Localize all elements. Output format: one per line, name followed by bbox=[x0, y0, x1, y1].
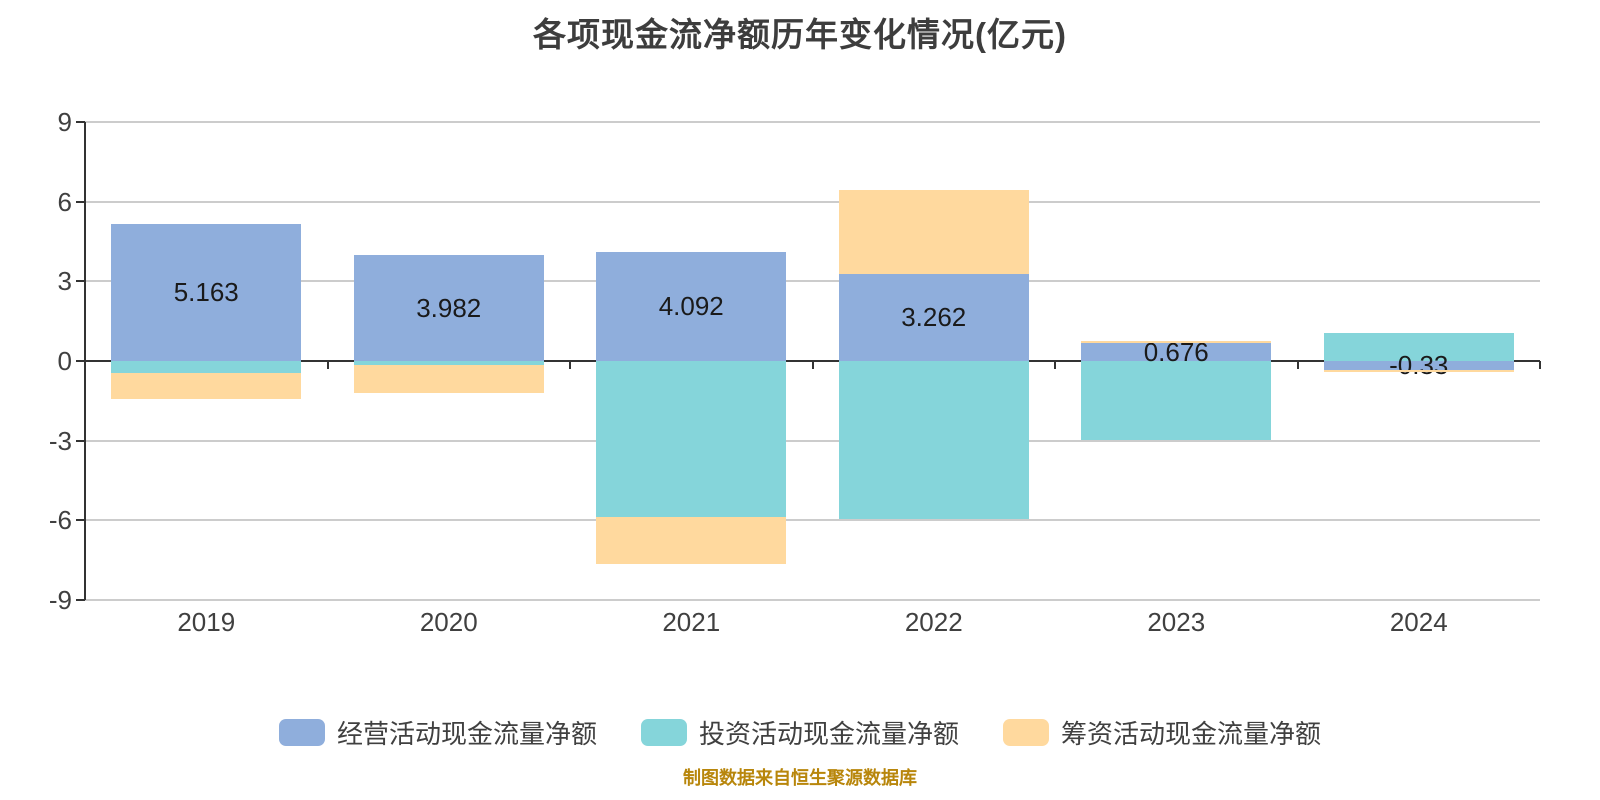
y-axis-tick bbox=[76, 280, 85, 283]
x-axis-label: 2021 bbox=[662, 607, 721, 637]
bar-2024-series0 bbox=[1323, 361, 1514, 370]
legend-item-investing[interactable]: 投资活动现金流量净额 bbox=[640, 714, 959, 751]
bar-value-label: 3.982 bbox=[416, 292, 482, 323]
legend-item-operating[interactable]: 经营活动现金流量净额 bbox=[278, 714, 597, 751]
y-axis-tick bbox=[76, 599, 85, 601]
x-axis-tick bbox=[326, 361, 329, 369]
legend-label-financing: 筹资活动现金流量净额 bbox=[1061, 719, 1322, 749]
bar-2022-series1 bbox=[838, 361, 1029, 520]
bar-2020-series2 bbox=[353, 364, 544, 393]
y-axis-tick bbox=[76, 121, 85, 123]
x-axis-label: 2024 bbox=[1389, 607, 1448, 637]
y-axis-tick-label: 6 bbox=[57, 186, 72, 217]
bar-2020-series1 bbox=[353, 361, 544, 365]
bar-2021-series0 bbox=[596, 252, 787, 361]
bar-value-label: 4.092 bbox=[658, 291, 724, 322]
y-axis-tick-label: -3 bbox=[48, 425, 72, 456]
bar-2020-series0 bbox=[353, 255, 544, 361]
gridline bbox=[85, 280, 1540, 283]
gridline bbox=[85, 439, 1540, 442]
y-axis-tick-label: 0 bbox=[57, 346, 72, 376]
legend-swatch-operating-icon bbox=[278, 719, 325, 746]
x-axis-tick bbox=[1054, 361, 1056, 369]
legend-label-operating: 经营活动现金流量净额 bbox=[336, 719, 597, 749]
bar-value-label: 3.262 bbox=[901, 302, 967, 333]
y-axis-line bbox=[84, 122, 86, 600]
legend: 经营活动现金流量净额 投资活动现金流量净额 筹资活动现金流量净额 bbox=[0, 714, 1600, 751]
bar-2021-series2 bbox=[596, 516, 787, 564]
y-axis-tick-label: 9 bbox=[57, 107, 72, 137]
bar-value-label: 5.163 bbox=[173, 276, 239, 307]
x-axis-label: 2019 bbox=[177, 607, 236, 637]
bar-2021-series1 bbox=[596, 361, 787, 517]
gridline bbox=[85, 599, 1540, 601]
bar-2022-series2 bbox=[838, 189, 1029, 275]
x-axis-label: 2022 bbox=[904, 607, 963, 637]
gridline bbox=[85, 121, 1540, 123]
bar-2023-series0 bbox=[1081, 343, 1272, 361]
legend-swatch-investing-icon bbox=[640, 719, 687, 746]
bar-2024-series1 bbox=[1323, 333, 1514, 361]
y-axis-tick bbox=[76, 439, 85, 442]
y-axis-tick-label: 3 bbox=[57, 266, 72, 297]
bar-2024-series2 bbox=[1323, 369, 1514, 373]
legend-label-investing: 投资活动现金流量净额 bbox=[698, 719, 959, 749]
bar-2022-series0 bbox=[838, 274, 1029, 361]
bar-value-label: -0.33 bbox=[1389, 349, 1449, 380]
gridline bbox=[85, 200, 1540, 203]
x-axis-tick bbox=[1539, 361, 1541, 369]
x-axis-label: 2020 bbox=[419, 607, 478, 637]
bar-2019-series1 bbox=[111, 361, 302, 373]
y-axis-tick-label: -6 bbox=[48, 505, 72, 536]
x-axis-tick bbox=[569, 361, 571, 369]
bar-value-label: 0.676 bbox=[1143, 336, 1209, 367]
x-axis-tick bbox=[811, 361, 814, 369]
chart-title: 各项现金流净额历年变化情况(亿元) bbox=[533, 16, 1067, 53]
bar-2019-series0 bbox=[111, 223, 302, 361]
y-axis-tick bbox=[76, 200, 85, 203]
bar-2023-series1 bbox=[1081, 361, 1272, 441]
y-axis-tick bbox=[76, 519, 85, 522]
x-axis-tick bbox=[1296, 361, 1299, 369]
bar-2023-series2 bbox=[1081, 341, 1272, 344]
legend-swatch-financing-icon bbox=[1003, 719, 1049, 746]
bar-2019-series2 bbox=[111, 372, 302, 400]
legend-item-financing[interactable]: 筹资活动现金流量净额 bbox=[1003, 714, 1321, 751]
x-axis-label: 2023 bbox=[1147, 607, 1206, 637]
gridline bbox=[85, 519, 1540, 522]
y-axis-tick-label: -9 bbox=[48, 585, 72, 615]
y-axis-tick bbox=[76, 360, 85, 362]
data-source-note: 制图数据来自恒生聚源数据库 bbox=[683, 768, 917, 788]
